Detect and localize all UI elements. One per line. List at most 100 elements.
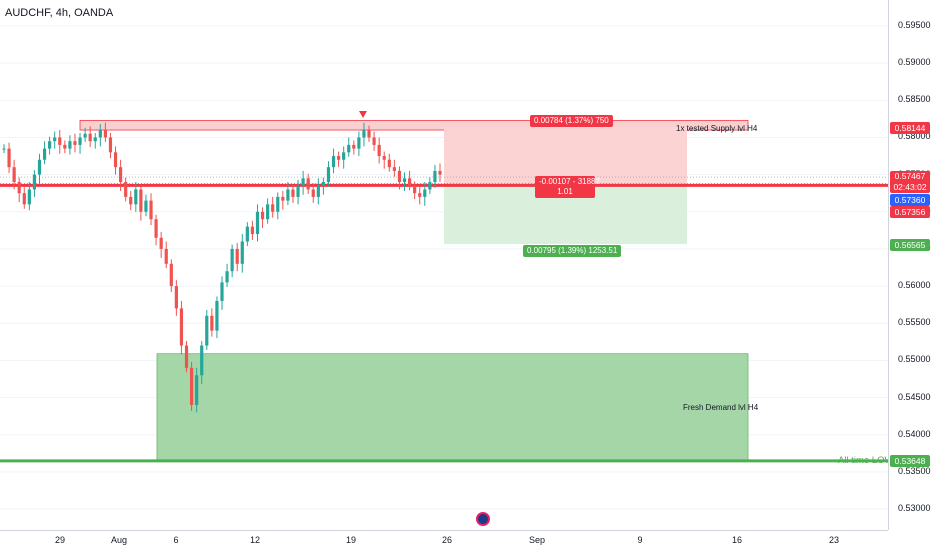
symbol-title: AUDCHF, 4h, OANDA bbox=[5, 7, 114, 19]
risk-mid-line-1: -0.00107 - 31887 bbox=[539, 177, 600, 186]
demand-zone bbox=[156, 353, 749, 462]
candle-body bbox=[144, 200, 148, 212]
loss-area bbox=[444, 126, 687, 186]
candle-body bbox=[215, 300, 219, 331]
low-price-tag: 0.53648 bbox=[890, 455, 930, 467]
candle-body bbox=[164, 248, 168, 264]
price-tick: 0.53500 bbox=[898, 465, 931, 476]
candle-body bbox=[83, 133, 87, 138]
candle-body bbox=[48, 141, 52, 149]
price-tick: 0.55500 bbox=[898, 317, 931, 328]
candle-body bbox=[37, 159, 42, 175]
candle-body bbox=[281, 196, 285, 201]
last-price-value: 0.57467 bbox=[894, 171, 926, 181]
candle-body bbox=[139, 189, 143, 212]
candle-body bbox=[12, 167, 16, 183]
candle-body bbox=[240, 241, 244, 264]
candle-body bbox=[326, 167, 331, 183]
candle-body bbox=[195, 375, 199, 405]
time-tick: 29 bbox=[54, 535, 66, 545]
all-time-low-label: All time LOW bbox=[838, 455, 894, 466]
candle-body bbox=[423, 189, 427, 197]
candle-body bbox=[347, 144, 351, 153]
candle-body bbox=[306, 178, 310, 190]
price-tick: 0.58500 bbox=[898, 94, 931, 105]
candle-body bbox=[397, 170, 402, 183]
price-tick: 0.59500 bbox=[898, 20, 931, 30]
time-axis[interactable]: 29 Aug 6 12 19 26 Sep 9 16 23 bbox=[0, 530, 888, 551]
candle-body bbox=[255, 211, 260, 235]
candle-body bbox=[301, 178, 305, 186]
price-tick: 0.54000 bbox=[898, 428, 931, 439]
candle-body bbox=[7, 148, 11, 168]
candle-body bbox=[342, 152, 346, 160]
candle-body bbox=[402, 178, 407, 183]
price-tick: 0.53000 bbox=[898, 503, 931, 513]
time-tick: 6 bbox=[173, 535, 179, 545]
candle-body bbox=[108, 137, 113, 153]
candle-body bbox=[311, 189, 315, 197]
price-axis[interactable]: 0.595000.590000.585000.580000.575000.570… bbox=[888, 0, 932, 530]
demand-zone-label: Fresh Demand lvl H4 bbox=[683, 403, 759, 412]
candle-body bbox=[296, 185, 300, 197]
candle-body bbox=[179, 308, 184, 346]
candle-body bbox=[362, 130, 366, 138]
candle-body bbox=[316, 185, 320, 197]
candle-body bbox=[189, 367, 194, 405]
candle-body bbox=[266, 204, 270, 220]
candle-body bbox=[119, 167, 123, 183]
candle-body bbox=[149, 200, 153, 220]
candle-body bbox=[58, 137, 62, 145]
supply-zone-label: 1x tested Supply lvl H4 bbox=[676, 124, 758, 133]
time-tick: Sep bbox=[528, 535, 546, 545]
candle-body bbox=[32, 174, 37, 190]
candle-body bbox=[225, 271, 229, 283]
price-tick: 0.54500 bbox=[898, 391, 931, 402]
chart-plot[interactable] bbox=[0, 0, 888, 530]
candle-body bbox=[103, 130, 107, 138]
candle-body bbox=[22, 193, 26, 205]
candle-body bbox=[276, 196, 280, 212]
price-tick: 0.56000 bbox=[898, 280, 931, 291]
candle-body bbox=[68, 141, 72, 149]
risk-mid-line-2: 1.01 bbox=[557, 187, 573, 196]
candle-body bbox=[337, 156, 341, 160]
supply-zone bbox=[79, 119, 749, 131]
candle-body bbox=[352, 144, 356, 149]
blue-price-tag: 0.57360 bbox=[890, 194, 930, 206]
candle-body bbox=[169, 263, 173, 287]
candle-body bbox=[377, 144, 381, 157]
candle-body bbox=[250, 226, 255, 235]
candle-body bbox=[245, 226, 249, 242]
candle-body bbox=[220, 282, 224, 301]
candle-body bbox=[200, 345, 204, 376]
time-tick: Aug bbox=[110, 535, 128, 545]
signal-triangle-icon bbox=[359, 111, 367, 118]
candle-body bbox=[407, 178, 412, 186]
price-tick: 0.59000 bbox=[898, 57, 931, 68]
candle-body bbox=[27, 189, 31, 205]
risk-top-pill: 0.00784 (1.37%) 750 bbox=[530, 115, 613, 127]
candle-body bbox=[321, 182, 325, 186]
time-tick: 23 bbox=[828, 535, 840, 545]
entry-price-tag: 0.57356 bbox=[890, 206, 930, 218]
candle-body bbox=[392, 167, 396, 171]
candle-body bbox=[88, 133, 92, 142]
candle-body bbox=[73, 141, 77, 145]
candle-body bbox=[2, 148, 6, 150]
candle-body bbox=[372, 137, 376, 145]
target-price-tag: 0.58144 bbox=[890, 122, 930, 134]
candle-body bbox=[205, 315, 209, 346]
candle-body bbox=[286, 189, 290, 201]
last-price-tag: 0.57467 02:43:02 bbox=[890, 171, 930, 193]
candle-body bbox=[159, 237, 163, 249]
time-tick: 26 bbox=[441, 535, 453, 545]
candle-body bbox=[134, 189, 138, 205]
candle-body bbox=[413, 185, 417, 194]
candle-body bbox=[113, 152, 118, 168]
time-tick: 19 bbox=[345, 535, 357, 545]
candle-body bbox=[17, 182, 21, 194]
candle-body bbox=[271, 204, 275, 212]
tradingview-logo-icon[interactable] bbox=[476, 512, 490, 526]
